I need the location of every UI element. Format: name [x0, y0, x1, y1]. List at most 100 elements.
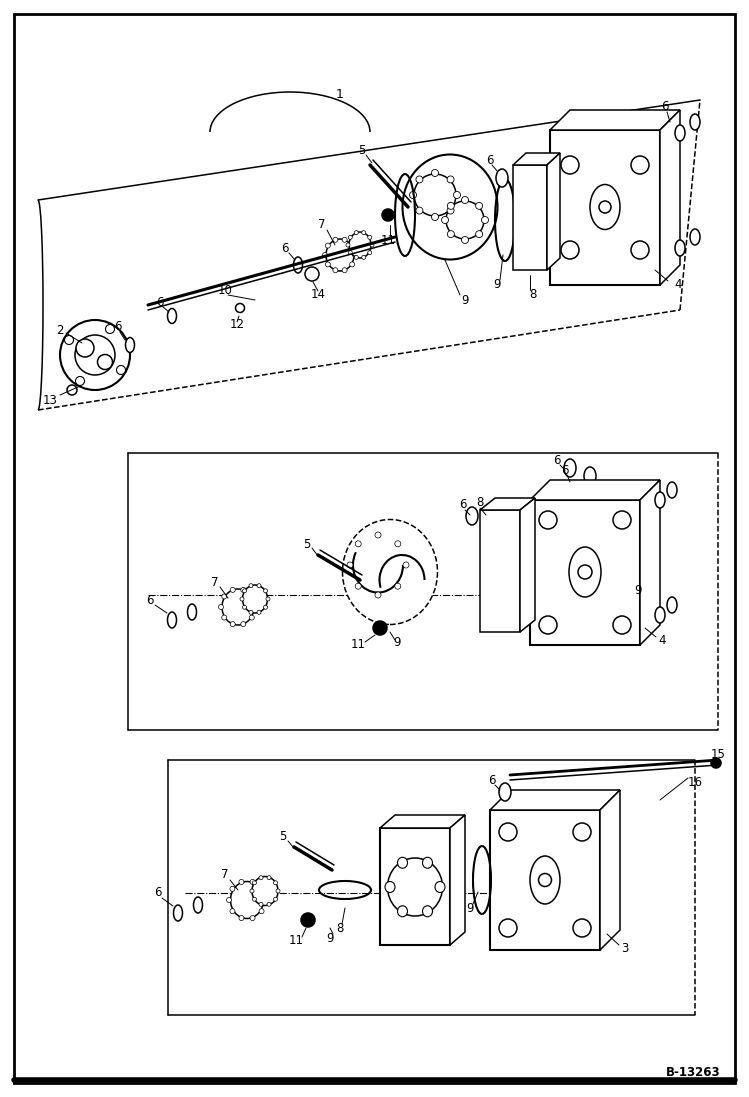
Ellipse shape — [230, 587, 235, 592]
Ellipse shape — [97, 354, 112, 370]
Ellipse shape — [414, 174, 456, 216]
Ellipse shape — [461, 237, 469, 244]
Ellipse shape — [398, 906, 407, 917]
Text: 9: 9 — [393, 636, 401, 649]
Ellipse shape — [187, 604, 196, 620]
Ellipse shape — [252, 897, 256, 902]
Ellipse shape — [240, 587, 246, 592]
Text: 8: 8 — [476, 497, 484, 509]
Ellipse shape — [222, 589, 254, 625]
Text: 8: 8 — [530, 289, 537, 302]
Ellipse shape — [561, 241, 579, 259]
Ellipse shape — [252, 881, 256, 885]
Ellipse shape — [230, 622, 235, 626]
Ellipse shape — [446, 201, 484, 239]
Ellipse shape — [539, 873, 551, 886]
Ellipse shape — [447, 176, 454, 183]
Ellipse shape — [530, 856, 560, 904]
Ellipse shape — [262, 897, 267, 903]
Ellipse shape — [599, 201, 611, 213]
Polygon shape — [550, 110, 680, 131]
Ellipse shape — [259, 903, 263, 906]
Polygon shape — [530, 500, 640, 645]
Ellipse shape — [355, 584, 361, 589]
Text: 5: 5 — [303, 539, 311, 552]
Text: 6: 6 — [486, 154, 494, 167]
Ellipse shape — [350, 262, 354, 267]
Polygon shape — [600, 790, 620, 950]
Text: 6: 6 — [157, 295, 164, 308]
Ellipse shape — [499, 823, 517, 841]
Ellipse shape — [416, 176, 423, 183]
Ellipse shape — [368, 250, 372, 255]
Ellipse shape — [249, 593, 254, 599]
Ellipse shape — [250, 916, 255, 920]
Ellipse shape — [387, 858, 443, 916]
Ellipse shape — [499, 919, 517, 937]
Ellipse shape — [578, 565, 592, 579]
Text: 15: 15 — [711, 748, 726, 761]
Polygon shape — [513, 165, 547, 270]
Ellipse shape — [690, 229, 700, 245]
Ellipse shape — [539, 511, 557, 529]
Ellipse shape — [573, 823, 591, 841]
Ellipse shape — [243, 585, 267, 613]
Text: 5: 5 — [279, 830, 287, 844]
Polygon shape — [380, 828, 450, 945]
Ellipse shape — [257, 610, 261, 614]
Ellipse shape — [655, 491, 665, 508]
Ellipse shape — [193, 897, 202, 913]
Ellipse shape — [375, 532, 381, 538]
Ellipse shape — [64, 336, 73, 344]
Ellipse shape — [403, 562, 409, 568]
Ellipse shape — [539, 617, 557, 634]
Ellipse shape — [219, 604, 223, 610]
Text: 9: 9 — [494, 279, 501, 292]
Ellipse shape — [375, 592, 381, 598]
Polygon shape — [547, 152, 560, 270]
Text: 2: 2 — [56, 324, 64, 337]
Ellipse shape — [60, 320, 130, 391]
Text: 16: 16 — [688, 776, 703, 789]
Ellipse shape — [273, 897, 278, 902]
Text: 5: 5 — [358, 144, 366, 157]
Text: 6: 6 — [488, 773, 496, 787]
Text: 9: 9 — [466, 902, 474, 915]
Text: 1: 1 — [336, 89, 344, 102]
Ellipse shape — [326, 239, 354, 271]
Text: 6: 6 — [554, 453, 561, 466]
Ellipse shape — [362, 230, 366, 235]
Ellipse shape — [257, 584, 261, 588]
Ellipse shape — [342, 237, 347, 242]
Ellipse shape — [294, 257, 303, 273]
Ellipse shape — [590, 184, 620, 229]
Text: 9: 9 — [634, 584, 642, 597]
Ellipse shape — [259, 875, 263, 880]
Ellipse shape — [354, 230, 358, 235]
Ellipse shape — [168, 308, 177, 324]
Polygon shape — [480, 510, 520, 632]
Ellipse shape — [613, 511, 631, 529]
Ellipse shape — [711, 758, 721, 768]
Text: 11: 11 — [351, 638, 366, 652]
Ellipse shape — [239, 880, 244, 884]
Ellipse shape — [231, 882, 264, 918]
Ellipse shape — [252, 604, 258, 610]
Ellipse shape — [354, 256, 358, 259]
Ellipse shape — [259, 908, 264, 914]
Ellipse shape — [239, 916, 244, 920]
Polygon shape — [513, 152, 560, 165]
Ellipse shape — [305, 267, 319, 281]
Ellipse shape — [323, 252, 327, 258]
Ellipse shape — [276, 889, 280, 893]
Ellipse shape — [461, 196, 469, 204]
Ellipse shape — [362, 256, 366, 259]
Ellipse shape — [240, 597, 244, 601]
Ellipse shape — [252, 877, 278, 905]
Text: 6: 6 — [115, 320, 122, 333]
Ellipse shape — [249, 584, 253, 588]
Polygon shape — [550, 131, 660, 285]
Ellipse shape — [690, 114, 700, 131]
Ellipse shape — [631, 241, 649, 259]
Polygon shape — [640, 480, 660, 645]
